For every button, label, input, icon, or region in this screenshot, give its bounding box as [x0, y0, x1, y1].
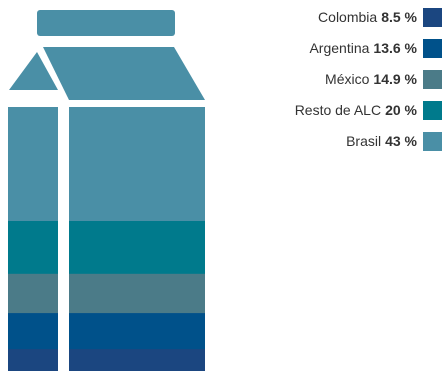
- carton-slice-m-xico-left: [8, 273, 58, 314]
- legend-label: Resto de ALC: [294, 102, 382, 118]
- legend-value: 20 %: [385, 102, 417, 118]
- legend-swatch: [423, 131, 442, 151]
- carton-slice-resto-de-alc-right: [69, 220, 205, 274]
- legend-item-brasil: Brasil 43 %: [212, 131, 442, 151]
- legend-swatch: [423, 69, 442, 89]
- carton-slice-argentina-left: [8, 312, 58, 350]
- carton-slice-resto-de-alc-left: [8, 220, 58, 274]
- legend-value: 8.5 %: [381, 9, 417, 25]
- legend-item-resto-de-alc: Resto de ALC 20 %: [212, 100, 442, 120]
- legend-item-mexico: México 14.9 %: [212, 69, 442, 89]
- carton-slices: [8, 107, 205, 371]
- carton-slice-colombia-left: [8, 348, 58, 371]
- legend-item-argentina: Argentina 13.6 %: [212, 38, 442, 58]
- carton-slice-argentina-right: [69, 312, 205, 350]
- legend: Colombia 8.5 % Argentina 13.6 % México 14.9…: [212, 7, 442, 162]
- carton-roof-left: [9, 52, 58, 90]
- legend-swatch: [423, 7, 442, 27]
- legend-item-colombia: Colombia 8.5 %: [212, 7, 442, 27]
- legend-label: Brasil: [346, 133, 382, 149]
- carton-slice-brasil-left: [8, 107, 58, 221]
- legend-label: Argentina: [309, 40, 370, 56]
- legend-value: 43 %: [385, 133, 417, 149]
- carton-cap: [37, 10, 175, 36]
- legend-label: México: [325, 71, 370, 87]
- legend-value: 13.6 %: [373, 40, 417, 56]
- legend-value: 14.9 %: [373, 71, 417, 87]
- legend-swatch: [423, 38, 442, 58]
- carton-slice-colombia-right: [69, 348, 205, 371]
- carton-roof-right: [43, 47, 205, 100]
- legend-swatch: [423, 100, 442, 120]
- carton-slice-brasil-right: [69, 107, 205, 221]
- carton-slice-m-xico-right: [69, 273, 205, 314]
- legend-label: Colombia: [318, 9, 378, 25]
